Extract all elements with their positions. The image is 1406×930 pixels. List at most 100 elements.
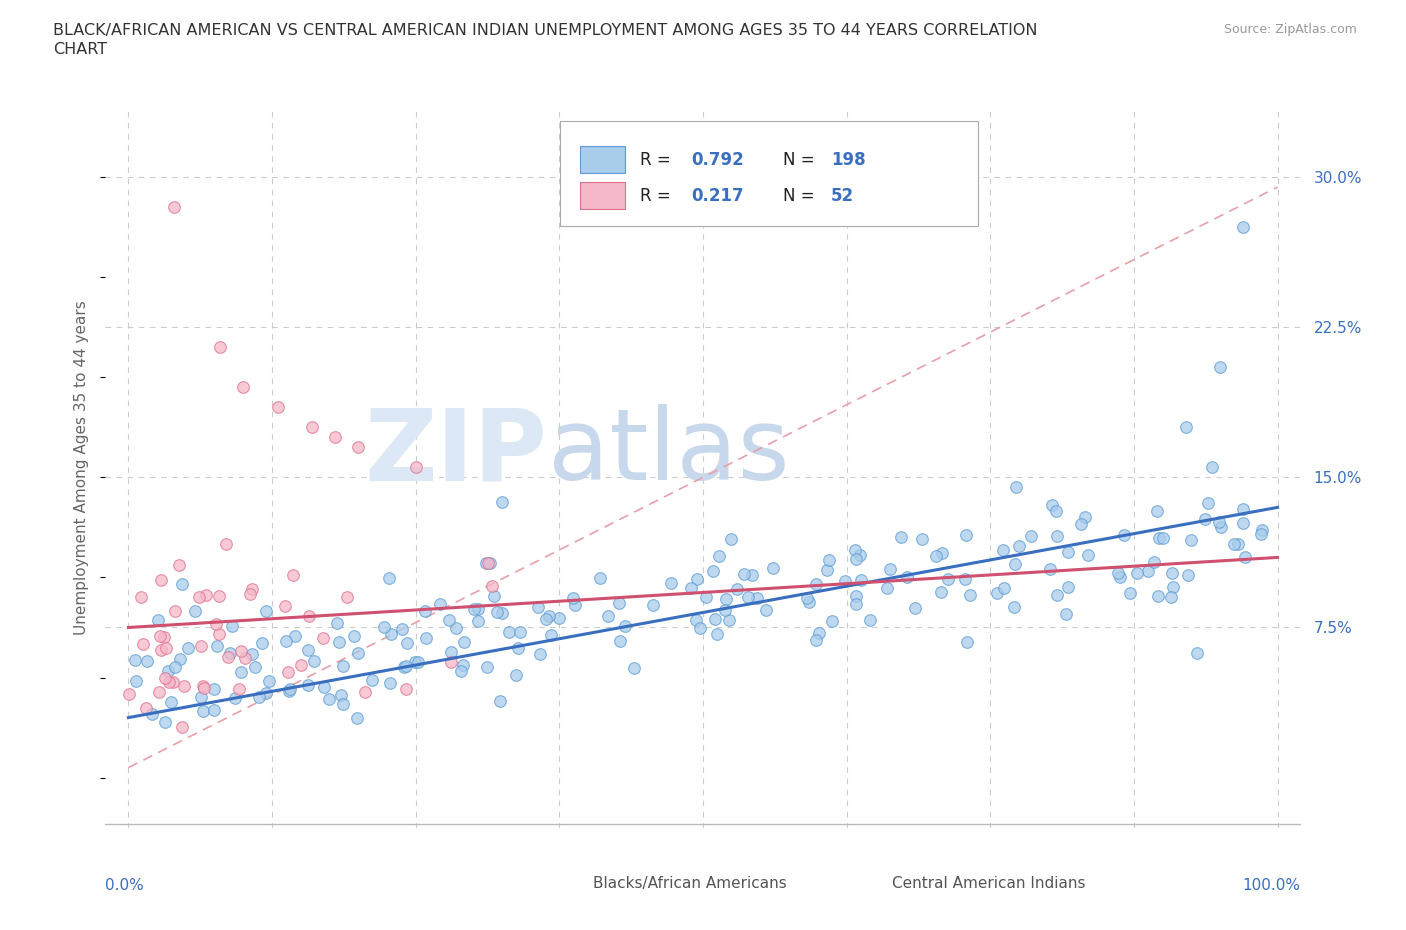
Point	[1054, 607, 1077, 622]
Point	[191, 679, 214, 694]
Point	[1197, 496, 1219, 511]
Point	[141, 707, 163, 722]
Point	[233, 651, 256, 666]
Point	[561, 591, 583, 605]
Point	[685, 613, 707, 628]
Point	[240, 582, 263, 597]
Point	[450, 664, 472, 679]
Point	[302, 654, 325, 669]
Point	[208, 589, 231, 604]
Point	[215, 537, 238, 551]
Point	[229, 664, 252, 679]
Point	[190, 689, 212, 704]
Point	[1039, 562, 1062, 577]
Point	[167, 557, 190, 572]
Point	[991, 543, 1014, 558]
Point	[1057, 545, 1080, 560]
Point	[925, 549, 948, 564]
Point	[149, 629, 172, 644]
Point	[1019, 528, 1042, 543]
Point	[1074, 510, 1097, 525]
Point	[859, 612, 882, 627]
Point	[876, 580, 898, 595]
Point	[607, 595, 630, 610]
Point	[440, 644, 463, 659]
Text: Source: ZipAtlas.com: Source: ZipAtlas.com	[1223, 23, 1357, 36]
Point	[799, 595, 821, 610]
Point	[796, 591, 818, 605]
Point	[1160, 590, 1182, 604]
Point	[1161, 565, 1184, 580]
Point	[491, 605, 513, 620]
Point	[527, 600, 550, 615]
Point	[254, 604, 277, 618]
Point	[250, 635, 273, 650]
Point	[713, 603, 735, 618]
Point	[136, 654, 159, 669]
Point	[207, 627, 229, 642]
Point	[486, 604, 509, 619]
Point	[1209, 519, 1232, 534]
Point	[1152, 530, 1174, 545]
Point	[280, 682, 302, 697]
Point	[276, 634, 298, 649]
Text: 0.217: 0.217	[692, 187, 744, 205]
Point	[219, 645, 242, 660]
Point	[536, 611, 558, 626]
Point	[1125, 565, 1147, 580]
Point	[1232, 501, 1254, 516]
Point	[1146, 503, 1168, 518]
Point	[808, 625, 831, 640]
Point	[1223, 537, 1246, 551]
Point	[1004, 556, 1026, 571]
Point	[429, 596, 451, 611]
Point	[820, 614, 842, 629]
Point	[745, 591, 768, 605]
Text: 0.0%: 0.0%	[105, 878, 145, 893]
Point	[1008, 538, 1031, 553]
Point	[564, 598, 586, 613]
Point	[162, 675, 184, 690]
Point	[150, 643, 173, 658]
Point	[312, 631, 335, 646]
Point	[163, 200, 186, 215]
Point	[845, 551, 868, 566]
Point	[415, 631, 437, 646]
Point	[849, 573, 872, 588]
Point	[1149, 531, 1171, 546]
Point	[896, 569, 918, 584]
Point	[1185, 645, 1208, 660]
Point	[762, 561, 785, 576]
Point	[890, 530, 912, 545]
Point	[173, 679, 195, 694]
Point	[221, 618, 243, 633]
FancyBboxPatch shape	[579, 146, 626, 173]
Point	[848, 548, 870, 563]
Point	[301, 419, 323, 434]
Point	[845, 589, 868, 604]
Point	[332, 697, 354, 711]
Point	[274, 599, 297, 614]
Text: 52: 52	[831, 187, 853, 205]
Point	[879, 562, 901, 577]
Point	[1136, 564, 1159, 578]
Point	[132, 637, 155, 652]
Point	[1251, 523, 1274, 538]
Text: 100.0%: 100.0%	[1243, 878, 1301, 893]
Point	[702, 564, 724, 578]
Point	[733, 566, 755, 581]
Point	[163, 604, 186, 618]
Point	[706, 626, 728, 641]
Point	[538, 609, 561, 624]
Point	[332, 658, 354, 673]
Point	[149, 573, 172, 588]
Point	[336, 590, 359, 604]
Point	[284, 629, 307, 644]
Point	[1119, 586, 1142, 601]
Text: Central American Indians: Central American Indians	[891, 876, 1085, 891]
Point	[395, 658, 418, 673]
Text: ZIP: ZIP	[364, 405, 547, 501]
Point	[380, 675, 402, 690]
Point	[155, 640, 177, 655]
Point	[239, 586, 262, 601]
